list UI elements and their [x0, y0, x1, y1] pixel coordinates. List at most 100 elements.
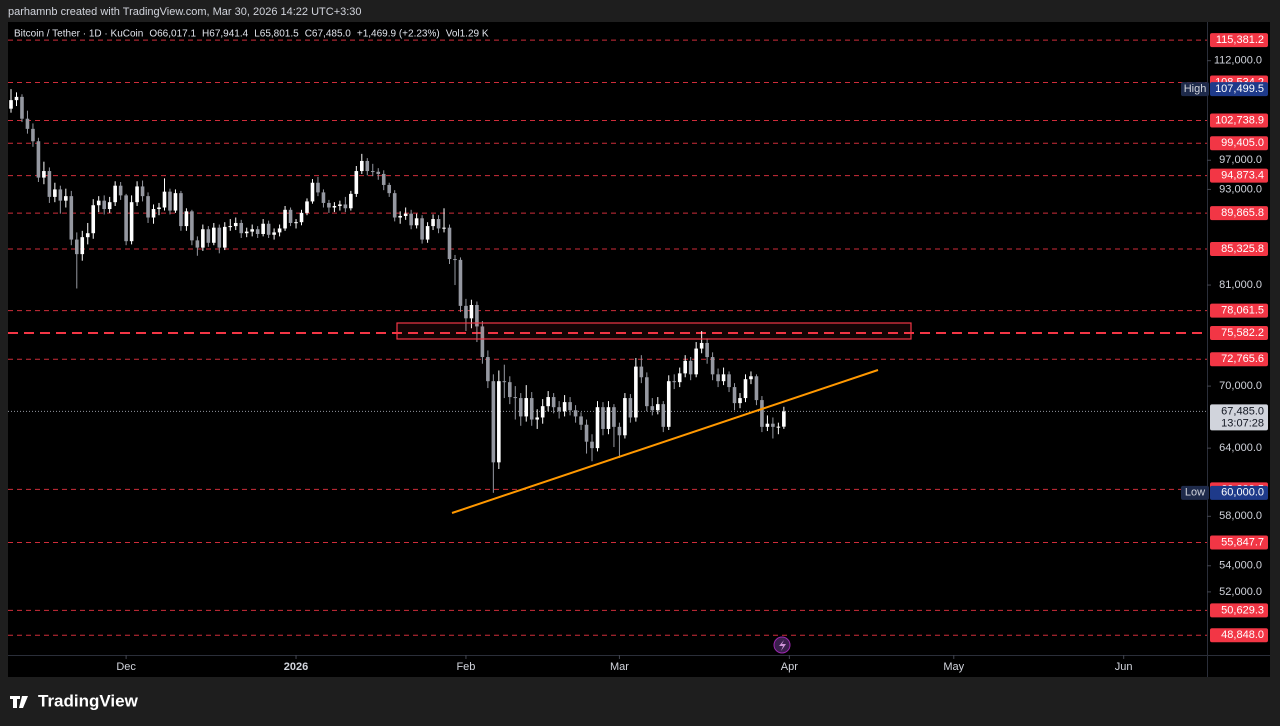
candle-body: [349, 193, 353, 209]
candle-body: [518, 398, 523, 417]
candle-body: [403, 213, 408, 216]
candle-body: [179, 193, 183, 227]
price-level-label: 50,629.3: [1221, 604, 1264, 616]
candle-body: [360, 160, 364, 172]
candle-body: [113, 185, 117, 203]
price-level-label: 115,381.2: [1216, 34, 1264, 46]
candle-body: [277, 228, 282, 233]
price-level-label: 48,848.0: [1221, 629, 1264, 641]
price-level-label: 75,582.2: [1221, 327, 1264, 339]
high-tag: [1210, 82, 1268, 97]
candle-body: [442, 227, 446, 229]
candle-body: [96, 200, 101, 206]
candle-body: [524, 398, 529, 417]
candle-body: [655, 404, 660, 411]
candle-body: [162, 191, 167, 208]
candle-body: [617, 426, 622, 436]
candle-body: [140, 186, 145, 197]
candle-body: [557, 407, 561, 412]
candle-body: [283, 209, 287, 229]
candle-body: [184, 211, 189, 227]
candle-body: [464, 305, 468, 319]
low-name: Low: [1185, 487, 1205, 499]
candle-body: [9, 100, 13, 109]
candle-body: [595, 407, 600, 449]
candle-body: [85, 233, 90, 238]
legend-item: L65,801.5: [254, 29, 299, 40]
price-level-tag: [1210, 206, 1268, 221]
candle-body: [475, 304, 479, 327]
candle-body: [299, 212, 304, 223]
candle-body: [14, 96, 19, 101]
candle-body: [491, 381, 496, 463]
candle-body: [486, 357, 490, 382]
candle-body: [771, 423, 775, 427]
x-tick-label: 2026: [284, 661, 308, 673]
low-label: 60,000.0: [1221, 487, 1264, 499]
high-name-tag: [1181, 82, 1209, 97]
last-price-tag: [1210, 404, 1268, 431]
candle-body: [540, 406, 545, 418]
candle-body: [151, 209, 156, 218]
x-tick-label: Jun: [1115, 661, 1133, 673]
candle-body: [628, 398, 633, 418]
candle-body: [118, 185, 123, 196]
legend-item: +1,469.9 (+2.23%): [357, 29, 440, 40]
candle-body: [42, 171, 46, 178]
candle-body: [447, 227, 452, 260]
candle-body: [338, 204, 342, 206]
candle-body: [431, 219, 435, 227]
candle-body: [727, 374, 731, 388]
candle-body: [255, 229, 260, 234]
price-level-tag: [1210, 33, 1268, 48]
price-level-label: 102,738.9: [1215, 114, 1264, 126]
candle-body: [507, 382, 512, 398]
candle-body: [782, 411, 786, 427]
candle-body: [74, 239, 79, 255]
candle-body: [31, 128, 35, 142]
price-level-tag: [1210, 325, 1268, 340]
candle-body: [661, 404, 666, 427]
candle-body: [601, 407, 605, 429]
candle-body: [409, 213, 413, 226]
candle-body: [261, 223, 265, 234]
candle-body: [332, 205, 337, 208]
candle-body: [639, 366, 644, 378]
candle-body: [201, 229, 205, 248]
candle-body: [146, 196, 150, 218]
candle-body: [579, 416, 583, 425]
candle-body: [47, 171, 52, 197]
candle-body: [294, 222, 298, 224]
candle-body: [195, 240, 200, 248]
candle-body: [716, 374, 720, 382]
x-tick-label: Mar: [610, 661, 629, 673]
candle-body: [480, 326, 485, 358]
price-level-tag: [1210, 628, 1268, 643]
candle-body: [107, 202, 112, 210]
x-tick-label: May: [943, 661, 964, 673]
resistance-zone: [396, 322, 912, 340]
candle-body: [590, 441, 594, 449]
candle-body: [546, 397, 550, 407]
candle-body: [721, 374, 726, 382]
candle-body: [612, 407, 616, 427]
candle-body: [135, 186, 139, 203]
y-tick-label: 54,000.0: [1219, 560, 1262, 572]
candle-body: [420, 218, 424, 240]
trend-line: [451, 369, 879, 514]
y-tick-label: 81,000.0: [1219, 279, 1262, 291]
candle-body: [305, 201, 309, 213]
price-level-label: 55,847.7: [1221, 536, 1264, 548]
price-level-label: 85,325.8: [1221, 243, 1264, 255]
candle-body: [272, 232, 276, 235]
candle-body: [497, 381, 501, 463]
price-level-label: 89,865.8: [1221, 207, 1264, 219]
candle-body: [233, 222, 238, 227]
legend-item: H67,941.4: [202, 29, 249, 40]
candle-body: [168, 191, 172, 211]
candle-body: [206, 229, 211, 243]
candle-body: [381, 173, 386, 185]
candle-body: [749, 376, 753, 380]
candle-body: [64, 196, 68, 201]
high-name: High: [1184, 83, 1207, 95]
